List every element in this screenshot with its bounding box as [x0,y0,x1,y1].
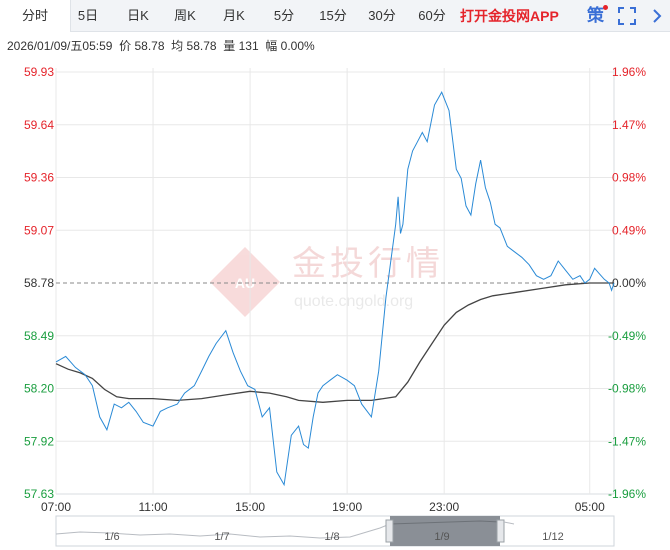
open-app-link[interactable]: 打开金投网APP [460,8,559,24]
navigator-tail-line [503,521,515,525]
y-axis-right: 1.96% 1.47% 0.98% 0.49% 0.00% -0.49% -0.98% -1.… [608,65,646,501]
quote-info-line: 2026/01/09/五05:59 价 58.78 均 58.78 量 131 … [7,37,315,54]
info-avg: 58.78 [186,39,217,53]
info-avg-label: 均 [171,39,184,53]
series-avg-line [55,282,614,403]
info-volume-label: 量 [223,39,236,53]
tab-monthly-k[interactable]: 月K [223,8,245,23]
y-tick-label-right: 1.96% [612,65,646,79]
watermark-brand: 金投行情 [292,245,444,283]
y-tick-label-right: -1.47% [608,434,646,448]
fullscreen-icon[interactable] [618,7,636,25]
navigator-label-3: 1/8 [324,531,339,543]
time-navigator[interactable]: 1/6 1/7 1/8 1/9 1/12 [0,510,670,550]
info-datetime: 2026/01/09/五05:59 [7,39,113,53]
y-tick-label-right: 0.49% [612,223,646,237]
y-tick-label-right: 0.00% [612,276,646,290]
y-tick-label-left: 58.20 [24,382,54,396]
y-tick-label-left: 57.92 [24,434,54,448]
navigator-label-4: 1/9 [434,531,449,543]
y-tick-label-left: 59.93 [24,65,54,79]
y-tick-label-left: 59.07 [24,223,54,237]
y-tick-label-right: 0.98% [612,171,646,185]
tab-weekly-k[interactable]: 周K [174,8,196,23]
navigator-mini-line [55,523,391,539]
navigator-label-2: 1/7 [214,531,229,543]
tab-30min[interactable]: 30分 [368,8,396,23]
info-volume: 131 [238,39,259,53]
watermark: AU 金投行情 quote.cngold.org [210,245,444,317]
info-amplitude-label: 幅 [265,39,278,53]
y-tick-label-left: 59.36 [24,171,54,185]
period-tab-bar: 分时 5日 日K 周K 月K 5分 15分 30分 60分 打开金投网APP 策 [0,0,670,32]
navigator-right-handle[interactable] [496,519,505,543]
info-amplitude: 0.00% [280,39,315,53]
tab-5day[interactable]: 5日 [77,8,99,23]
y-axis-left: 59.93 59.64 59.36 59.07 58.78 58.49 58.20 57.92… [24,65,54,501]
notification-dot [603,5,608,10]
chevron-right-icon[interactable] [651,8,663,24]
y-tick-label-right: -0.49% [608,329,646,343]
info-price-label: 价 [119,39,132,53]
y-tick-label-right: -0.98% [608,382,646,396]
series-price-line [55,91,615,487]
tab-5min[interactable]: 5分 [273,8,295,23]
navigator-selection-line [389,520,501,525]
y-tick-label-left: 58.78 [24,276,54,290]
tab-intraday[interactable]: 分时 [0,0,71,32]
watermark-logo [210,247,280,317]
tab-60min[interactable]: 60分 [418,8,446,23]
watermark-logo-text: AU [235,275,255,291]
navigator-label-5: 1/12 [542,531,563,543]
tab-daily-k[interactable]: 日K [127,8,149,23]
navigator-track [55,515,615,547]
navigator-left-handle[interactable] [385,519,394,543]
y-tick-label-right: 1.47% [612,118,646,132]
info-price: 58.78 [134,39,165,53]
tab-15min[interactable]: 15分 [319,8,347,23]
navigator-label-1: 1/6 [104,531,119,543]
watermark-url: quote.cngold.org [294,293,413,310]
y-tick-label-left: 58.49 [24,329,54,343]
y-tick-label-right: -1.96% [608,487,646,501]
y-tick-label-left: 59.64 [24,118,54,132]
chart-grid [55,68,615,495]
strategy-button[interactable]: 策 [587,6,604,25]
y-tick-label-left: 57.63 [24,487,54,501]
